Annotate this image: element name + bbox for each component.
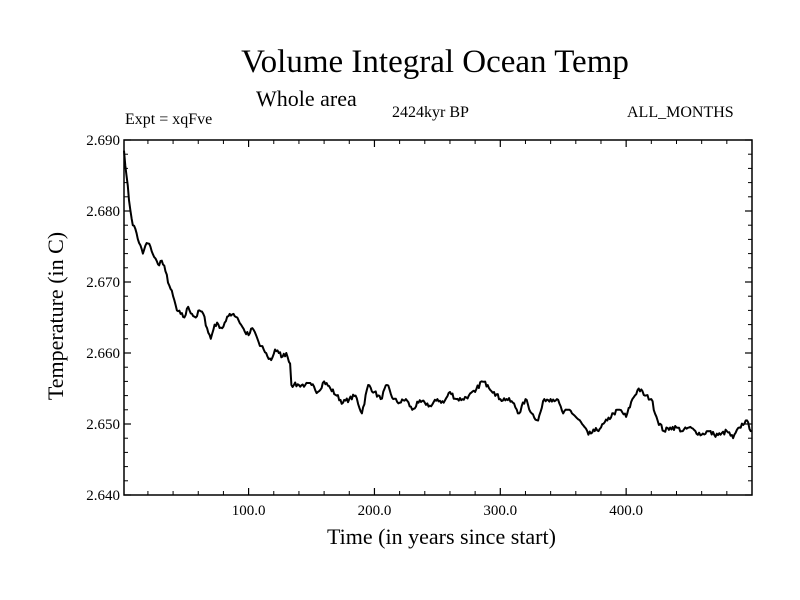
y-axis-ticks: 2.640 2.650 2.660 2.670 2.680 2.690 [86,133,752,504]
y-tick-label: 2.670 [86,275,120,291]
months-label: ALL_MONTHS [627,104,734,121]
chart-title: Volume Integral Ocean Temp [241,44,629,80]
x-axis-ticks: 100.0 200.0 300.0 400.0 [147,140,728,519]
y-tick-label: 2.640 [86,488,120,504]
series-line [123,150,752,440]
y-tick-label: 2.650 [86,417,120,433]
chart-subtitle: Whole area [256,86,357,111]
x-tick-label: 300.0 [483,503,517,519]
x-axis-label: Time (in years since start) [327,524,556,549]
x-tick-label: 100.0 [232,503,266,519]
x-tick-label: 200.0 [358,503,392,519]
y-tick-label: 2.680 [86,204,120,220]
y-tick-label: 2.690 [86,133,120,149]
x-tick-label: 400.0 [609,503,643,519]
plot-frame [123,139,753,496]
y-tick-label: 2.660 [86,346,120,362]
period-label: 2424kyr BP [392,104,469,121]
experiment-label: Expt = xqFve [125,111,213,128]
